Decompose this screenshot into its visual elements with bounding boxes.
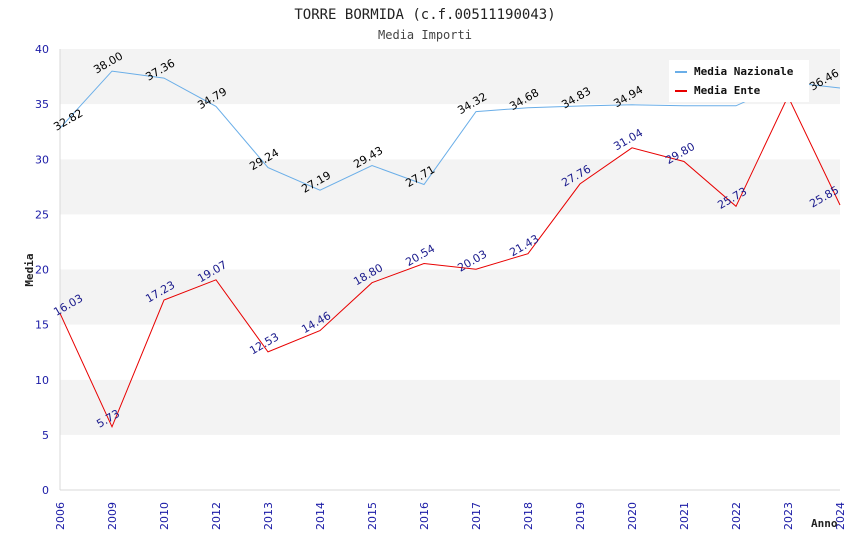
legend: Media Nazionale Media Ente [669, 60, 809, 102]
legend-label-ente: Media Ente [694, 84, 761, 97]
x-tick-label: 2019 [574, 502, 587, 530]
y-tick-label: 0 [42, 484, 49, 497]
x-axis-label: Anno [811, 517, 838, 530]
y-tick-label: 5 [42, 429, 49, 442]
y-tick-label: 15 [35, 319, 49, 332]
grid-band [60, 214, 840, 270]
series-line-1 [59, 95, 841, 429]
x-tick-label: 2024 [834, 502, 847, 530]
y-tick-label: 25 [35, 208, 49, 221]
x-tick-label: 2010 [158, 502, 171, 530]
x-tick-label: 2021 [678, 502, 691, 530]
grid-band [60, 104, 840, 160]
x-axis-ticks: 2006 2009 2010 2012 2013 2014 2015 2016 2017 2018… [54, 502, 847, 530]
x-tick-label: 2013 [262, 502, 275, 530]
y-tick-label: 10 [35, 374, 49, 387]
x-tick-label: 2023 [782, 502, 795, 530]
series-line-0 [59, 70, 841, 191]
grid-band [60, 434, 840, 490]
grid-bands [59, 49, 840, 491]
grid-band [60, 159, 840, 215]
legend-box [669, 60, 809, 102]
x-tick-label: 2015 [366, 502, 379, 530]
x-tick-label: 2006 [54, 502, 67, 530]
chart-title: TORRE BORMIDA (c.f.00511190043) [294, 7, 555, 23]
x-tick-label: 2009 [106, 502, 119, 530]
grid-band [60, 324, 840, 380]
y-tick-label: 40 [35, 43, 49, 56]
chart-subtitle: Media Importi [378, 28, 472, 42]
y-axis-ticks: 0 5 10 15 20 25 30 35 40 [35, 43, 49, 497]
x-tick-label: 2017 [470, 502, 483, 530]
x-tick-label: 2020 [626, 502, 639, 530]
y-axis-label: Media [23, 253, 36, 286]
y-tick-label: 35 [35, 98, 49, 111]
grid-band [60, 269, 840, 325]
x-tick-label: 2022 [730, 502, 743, 530]
x-tick-label: 2016 [418, 502, 431, 530]
x-tick-label: 2018 [522, 502, 535, 530]
y-tick-label: 20 [35, 264, 49, 277]
x-tick-label: 2014 [314, 502, 327, 530]
x-tick-label: 2012 [210, 502, 223, 530]
legend-label-nazionale: Media Nazionale [694, 65, 794, 78]
grid-band [60, 379, 840, 435]
y-tick-label: 30 [35, 153, 49, 166]
